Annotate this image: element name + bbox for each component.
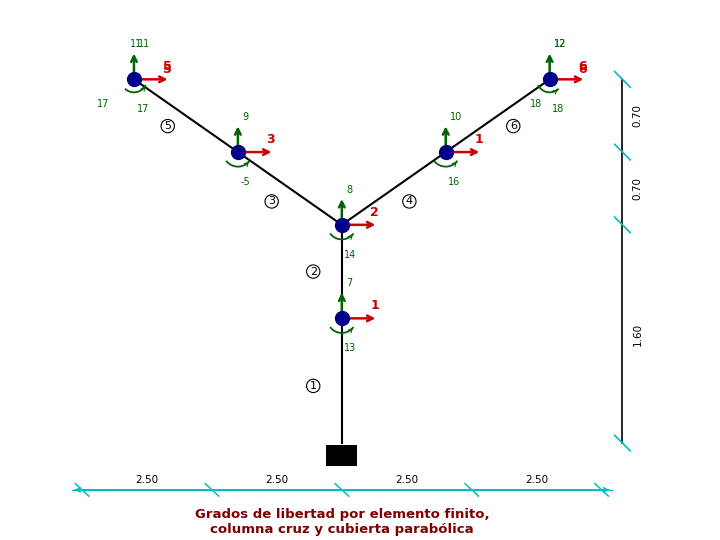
- Text: 2: 2: [310, 267, 317, 276]
- Text: 2.50: 2.50: [525, 475, 548, 484]
- Text: 2.50: 2.50: [395, 475, 418, 484]
- Text: 3: 3: [266, 133, 275, 146]
- Text: 10: 10: [450, 112, 462, 122]
- Text: -5: -5: [240, 177, 251, 187]
- Text: 17: 17: [137, 104, 149, 114]
- Text: 6: 6: [578, 60, 587, 73]
- Text: 9: 9: [242, 112, 248, 122]
- Text: 6: 6: [578, 63, 587, 76]
- Text: 7: 7: [346, 278, 352, 288]
- Text: 0.70: 0.70: [633, 104, 643, 127]
- Text: 14: 14: [344, 250, 356, 260]
- Text: 16: 16: [449, 177, 461, 187]
- Text: 12: 12: [554, 39, 566, 49]
- Text: Grados de libertad por elemento finito,
columna cruz y cubierta parabólica: Grados de libertad por elemento finito, …: [194, 508, 489, 536]
- Text: 8: 8: [346, 185, 352, 195]
- Bar: [326, 444, 357, 467]
- Text: 11: 11: [138, 39, 150, 49]
- Text: 3: 3: [268, 197, 275, 206]
- Text: 5: 5: [163, 63, 171, 76]
- Text: 18: 18: [552, 104, 564, 114]
- Text: 5: 5: [163, 60, 171, 73]
- Text: 2: 2: [370, 206, 379, 219]
- Text: 12: 12: [554, 39, 566, 49]
- Text: 18: 18: [530, 99, 542, 109]
- Text: 1: 1: [310, 381, 317, 391]
- Text: 1: 1: [370, 299, 379, 312]
- Text: 1: 1: [474, 133, 483, 146]
- Text: 5: 5: [164, 121, 171, 131]
- Text: 1.60: 1.60: [633, 322, 643, 346]
- Text: 2.50: 2.50: [265, 475, 289, 484]
- Text: 17: 17: [96, 99, 109, 109]
- Text: 4: 4: [406, 197, 413, 206]
- Text: 11: 11: [130, 39, 142, 49]
- Text: 13: 13: [344, 343, 356, 353]
- Text: 6: 6: [510, 121, 517, 131]
- Text: 2.50: 2.50: [135, 475, 158, 484]
- Text: 0.70: 0.70: [633, 177, 643, 200]
